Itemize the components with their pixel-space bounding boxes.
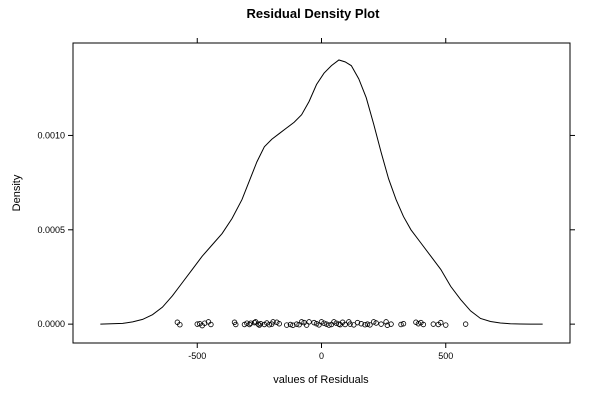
residual-point [347, 321, 353, 327]
x-axis-label: values of Residuals [273, 374, 369, 386]
residual-point [388, 321, 394, 327]
residual-point [270, 319, 276, 325]
residual-point [266, 322, 273, 328]
x-tick-label: 500 [438, 351, 453, 361]
residual-point [384, 322, 391, 328]
residual-point [276, 321, 282, 327]
residual-point [358, 321, 364, 327]
residual-points [174, 319, 469, 329]
residual-point [443, 322, 449, 328]
residual-point [378, 321, 384, 327]
axis-ticks [68, 38, 575, 348]
residual-point [367, 322, 373, 328]
residual-point [311, 319, 317, 326]
residual-point [383, 319, 389, 325]
residual-point [438, 319, 444, 326]
residual-point [306, 319, 312, 325]
residual-point [373, 320, 379, 326]
residual-point [290, 322, 296, 328]
residual-point [257, 321, 264, 327]
residual-point [326, 322, 332, 328]
residual-point [420, 321, 427, 328]
residual-point [321, 320, 327, 326]
residual-point [247, 320, 254, 326]
y-tick-label: 0.0010 [37, 130, 65, 140]
residual-point [287, 321, 294, 328]
x-tick-label: -500 [188, 351, 206, 361]
residual-point [400, 321, 407, 327]
residual-point [233, 321, 239, 328]
residual-point [370, 319, 377, 325]
residual-point [430, 321, 437, 327]
residual-point [255, 321, 261, 327]
y-tick-label: 0.0005 [37, 225, 65, 235]
density-curve [100, 59, 543, 325]
residual-point [177, 322, 183, 328]
plot-frame [72, 42, 571, 344]
residual-point [415, 321, 422, 327]
residual-point [298, 319, 305, 325]
residual-point [256, 322, 263, 328]
residual-point [398, 321, 404, 328]
y-axis-label: Density [11, 174, 23, 211]
residual-point [202, 320, 208, 326]
residual-point [284, 322, 290, 328]
axis-tick-labels: -500 0 500 0.0000 0.0005 0.0010 [37, 130, 453, 361]
residual-point [313, 321, 320, 327]
residual-point [364, 321, 371, 327]
x-tick-label: 0 [319, 351, 324, 361]
residual-point [208, 321, 214, 328]
residual-point [194, 321, 200, 327]
residual-point [354, 319, 361, 326]
residual-point [246, 321, 253, 328]
residual-point [462, 321, 469, 327]
chart-title: Residual Density Plot [247, 6, 381, 21]
residual-point [293, 321, 300, 327]
y-tick-label: 0.0000 [37, 319, 65, 329]
